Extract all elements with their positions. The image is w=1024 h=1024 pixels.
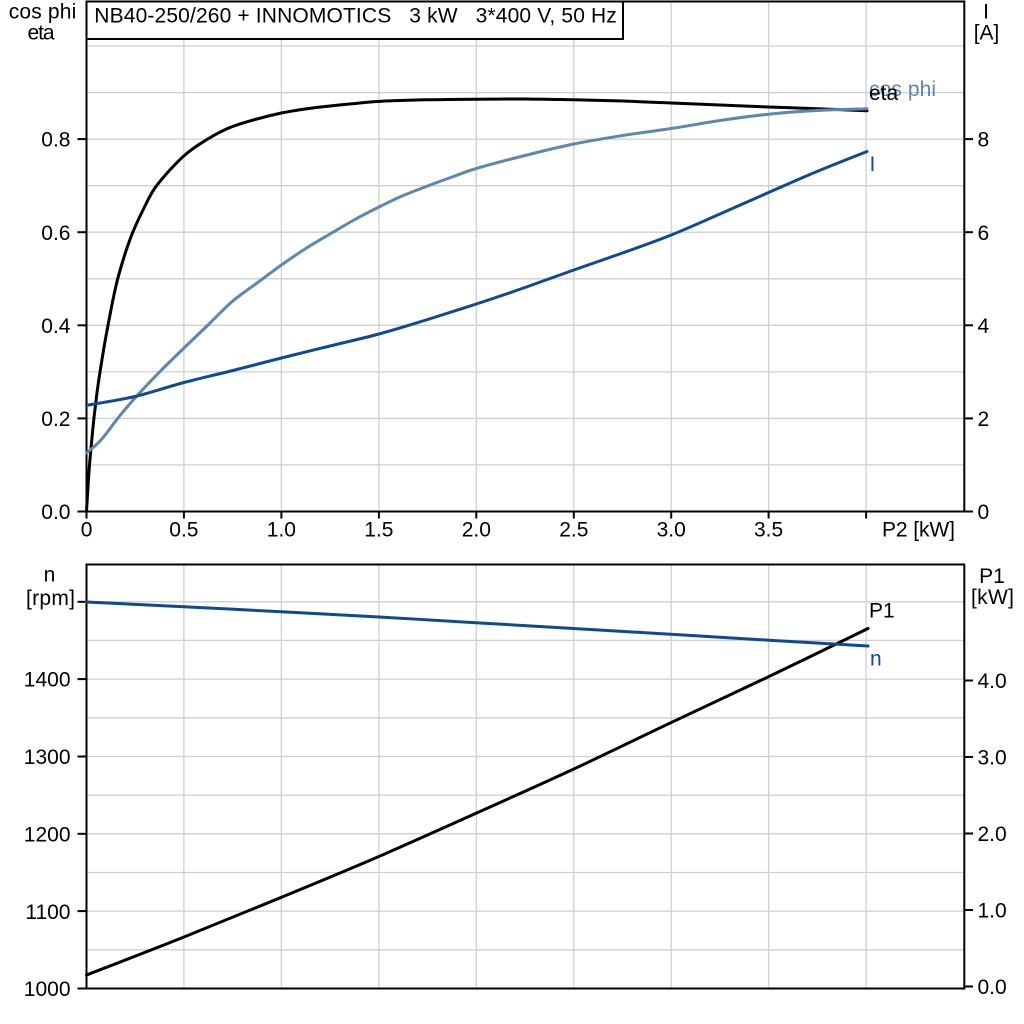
svg-text:n: n [44, 564, 56, 587]
svg-text:[kW]: [kW] [971, 586, 1014, 609]
svg-text:1300: 1300 [24, 746, 71, 769]
svg-text:6: 6 [978, 222, 990, 245]
svg-text:1100: 1100 [25, 901, 70, 924]
svg-text:1400: 1400 [24, 669, 71, 692]
svg-text:0.6: 0.6 [41, 222, 70, 245]
svg-text:8: 8 [978, 129, 990, 152]
svg-text:3.5: 3.5 [754, 518, 783, 541]
svg-text:[rpm]: [rpm] [26, 587, 75, 610]
svg-text:I: I [870, 153, 876, 176]
svg-text:1.5: 1.5 [364, 518, 393, 541]
svg-text:I: I [983, 0, 989, 23]
svg-text:cos phi: cos phi [9, 0, 77, 23]
svg-text:3.0: 3.0 [978, 747, 1007, 770]
svg-text:n: n [870, 648, 882, 671]
svg-text:P2 [kW]: P2 [kW] [882, 518, 955, 541]
svg-text:1.0: 1.0 [267, 518, 296, 541]
svg-text:2: 2 [978, 408, 990, 431]
svg-text:0.0: 0.0 [41, 501, 70, 524]
svg-text:4.0: 4.0 [978, 670, 1007, 693]
svg-text:0: 0 [978, 501, 990, 524]
svg-text:2.5: 2.5 [559, 518, 588, 541]
svg-text:cos phi: cos phi [869, 78, 936, 101]
svg-text:1200: 1200 [24, 823, 71, 846]
svg-text:0.8: 0.8 [41, 129, 70, 152]
svg-text:0.2: 0.2 [41, 408, 70, 431]
svg-text:[A]: [A] [974, 21, 1000, 44]
svg-text:0.5: 0.5 [169, 518, 198, 541]
svg-text:eta: eta [869, 82, 899, 105]
svg-text:0: 0 [81, 518, 93, 541]
svg-text:3.0: 3.0 [657, 518, 686, 541]
svg-text:P1: P1 [869, 600, 895, 623]
svg-text:4: 4 [978, 315, 990, 338]
svg-text:0.4: 0.4 [41, 315, 71, 338]
svg-text:0.0: 0.0 [978, 976, 1007, 999]
svg-text:2.0: 2.0 [978, 823, 1007, 846]
svg-text:NB40-250/260 + INNOMOTICS 3: NB40-250/260 + INNOMOTICS 3 kW 3*400 V, … [94, 4, 617, 27]
svg-text:2.0: 2.0 [462, 518, 491, 541]
svg-text:eta: eta [28, 21, 55, 44]
svg-text:P1: P1 [979, 565, 1005, 588]
svg-text:1.0: 1.0 [978, 900, 1007, 923]
svg-text:1000: 1000 [24, 978, 71, 1001]
